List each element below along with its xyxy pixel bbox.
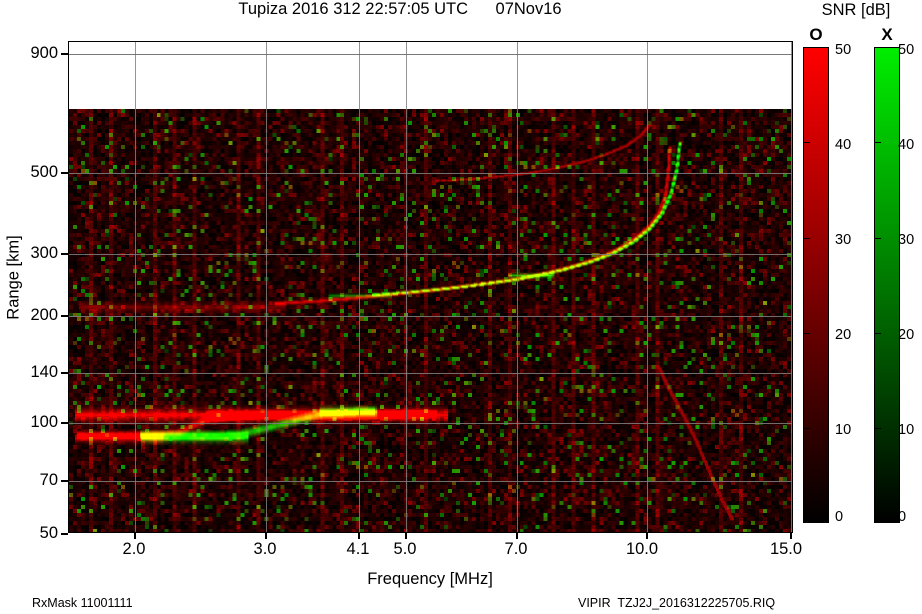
y-tick-mark xyxy=(61,53,68,55)
ionogram-heatmap xyxy=(69,109,792,532)
gridline-horizontal xyxy=(69,54,792,55)
x-tick-mark xyxy=(646,533,648,539)
x-tick-label: 3.0 xyxy=(253,540,277,558)
x-tick-label: 15.0 xyxy=(769,540,803,558)
colorbar-x-tick-label: 10 xyxy=(898,422,915,438)
gridline-vertical xyxy=(135,42,136,532)
colorbar-x-mode[interactable] xyxy=(874,47,900,523)
colorbar-o-tick-label: 40 xyxy=(835,137,852,153)
colorbar-o-mode[interactable] xyxy=(803,47,829,523)
y-tick-label: 70 xyxy=(39,471,58,489)
y-tick-label: 140 xyxy=(30,363,58,381)
colorbar-title: SNR [dB] xyxy=(821,1,891,19)
y-tick-mark xyxy=(61,422,68,424)
source-file-footer: VIPIR TZJ2J_2016312225705.RIQ xyxy=(578,596,776,610)
gridline-vertical xyxy=(647,42,648,532)
y-axis-labels: 900 500 300 200 140 100 70 50 Range [km] xyxy=(0,0,59,614)
gridline-vertical xyxy=(359,42,360,532)
colorbar-o-tick-label: 30 xyxy=(835,232,852,248)
gridline-horizontal xyxy=(69,423,792,424)
gridline-horizontal xyxy=(69,373,792,374)
colorbar-tick xyxy=(874,333,881,335)
colorbar-tick xyxy=(803,333,810,335)
x-tick-label: 7.0 xyxy=(504,540,528,558)
colorbar-tick xyxy=(874,428,881,430)
y-tick-mark xyxy=(61,533,68,535)
colorbar-tick xyxy=(874,142,881,144)
colorbar-tick xyxy=(874,238,881,240)
y-tick-mark xyxy=(61,372,68,374)
colorbar-tick xyxy=(803,238,810,240)
y-tick-label: 200 xyxy=(30,306,58,324)
gridline-horizontal xyxy=(69,316,792,317)
colorbar-x-mode-label: X xyxy=(881,25,893,44)
x-tick-mark xyxy=(358,533,360,539)
gridline-vertical xyxy=(517,42,518,532)
colorbar-x-tick-label: 30 xyxy=(898,232,915,248)
y-tick-label: 50 xyxy=(39,524,58,542)
colorbar-x-tick-label: 20 xyxy=(898,327,915,343)
page-title: Tupiza 2016 312 22:57:05 UTC 07Nov16 xyxy=(238,0,562,18)
x-tick-label: 4.1 xyxy=(346,540,370,558)
x-tick-mark xyxy=(405,533,407,539)
x-tick-mark xyxy=(265,533,267,539)
colorbar-x-tick-label: 50 xyxy=(898,42,915,58)
x-tick-label: 5.0 xyxy=(393,540,417,558)
y-tick-mark xyxy=(61,315,68,317)
y-tick-mark xyxy=(61,253,68,255)
colorbar-tick xyxy=(803,428,810,430)
y-tick-mark xyxy=(61,172,68,174)
gridline-vertical xyxy=(406,42,407,532)
colorbar-o-mode-label: O xyxy=(809,25,823,44)
x-tick-mark xyxy=(134,533,136,539)
colorbar-x-tick-label: 40 xyxy=(898,137,915,153)
y-tick-label: 900 xyxy=(30,44,58,62)
colorbar-x-tick-label: 0 xyxy=(898,509,907,525)
colorbar-o-tick-label: 0 xyxy=(835,509,844,525)
colorbar-o-tick-label: 20 xyxy=(835,327,852,343)
gridline-vertical xyxy=(791,42,792,532)
x-tick-mark xyxy=(516,533,518,539)
y-tick-label: 500 xyxy=(30,163,58,181)
x-axis-title: Frequency [MHz] xyxy=(367,570,493,588)
gridline-horizontal xyxy=(69,254,792,255)
gridline-horizontal xyxy=(69,173,792,174)
colorbar-tick xyxy=(803,142,810,144)
x-tick-label: 2.0 xyxy=(122,540,146,558)
y-tick-label: 100 xyxy=(30,413,58,431)
y-axis-title: Range [km] xyxy=(4,235,23,320)
gridline-horizontal xyxy=(69,481,792,482)
colorbar-o-tick-label: 50 xyxy=(835,42,852,58)
y-tick-label: 300 xyxy=(30,244,58,262)
y-tick-mark xyxy=(61,480,68,482)
x-tick-mark xyxy=(790,533,792,539)
ionogram-plot-area[interactable] xyxy=(68,41,793,533)
rxmask-footer: RxMask 11001111 xyxy=(32,596,133,610)
plot-empty-top-band xyxy=(69,42,792,109)
ionogram-canvas xyxy=(69,109,792,532)
colorbar-o-tick-label: 10 xyxy=(835,422,852,438)
x-tick-label: 10.0 xyxy=(625,540,659,558)
gridline-vertical xyxy=(266,42,267,532)
